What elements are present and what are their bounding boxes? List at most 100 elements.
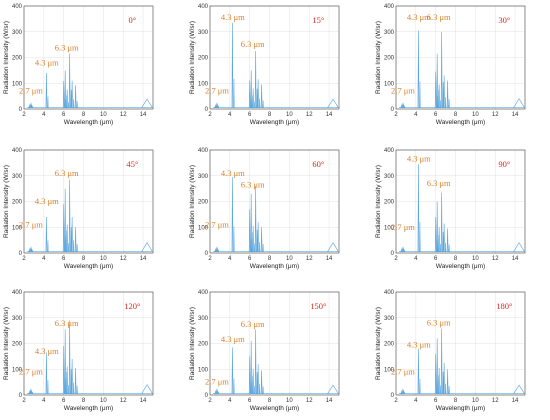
- subplot: 2 4 6 8 10 12 14 0 100 200 300 400 Wavelength (μm) Ra…: [189, 148, 340, 270]
- spectrum-peak-minor: [259, 384, 261, 394]
- spectrum-peak: [446, 228, 449, 252]
- angle-label: 0°: [129, 15, 137, 25]
- peak-annotation: 2.7 μm: [391, 366, 415, 376]
- peak-annotation: 4.3 μm: [221, 12, 245, 22]
- angle-label: 15°: [312, 15, 324, 25]
- x-tick-label: 2: [208, 112, 212, 118]
- y-axis-label: Radiation Intensity (W/sr): [3, 165, 10, 238]
- axes-frame: [23, 149, 154, 254]
- spectrum-peak: [254, 329, 257, 394]
- spectrum-peak-minor: [68, 385, 70, 394]
- y-axis-label: Radiation Intensity (W/sr): [3, 307, 10, 380]
- y-tick-label: 100: [198, 225, 209, 231]
- y-tick-label: 400: [198, 4, 209, 10]
- x-tick-label: 4: [42, 398, 46, 404]
- x-tick-label: 10: [286, 112, 293, 118]
- spectrum-peak: [436, 53, 438, 108]
- spectrum-peak: [66, 366, 68, 394]
- spectrum-peak: [257, 364, 259, 394]
- spectrum-peak-minor: [442, 81, 444, 108]
- spectrum-peak-minor: [70, 89, 72, 108]
- spectrum-peak: [434, 353, 437, 394]
- y-tick-label: 300: [198, 174, 209, 180]
- x-tick-label: 6: [434, 112, 438, 118]
- subplot: 2 4 6 8 10 12 14 0 100 200 300 400 Wavelength (μm) Ra…: [3, 4, 154, 126]
- axes-frame: [23, 5, 154, 110]
- x-tick-label: 2: [208, 256, 212, 262]
- peak-annotation: 2.7 μm: [19, 366, 43, 376]
- peak-annotation: 6.3 μm: [427, 317, 451, 327]
- x-tick-label: 14: [512, 112, 519, 118]
- angle-label: 180°: [496, 301, 512, 311]
- peak-annotation: 2.7 μm: [19, 219, 43, 229]
- y-tick-label: 200: [384, 342, 395, 348]
- subplot: 2 4 6 8 10 12 14 0 100 200 300 400 Wavelength (μm) Ra…: [3, 290, 154, 412]
- x-axis-label: Wavelength (μm): [64, 263, 113, 270]
- spectrum-peak: [417, 164, 420, 252]
- y-tick-label: 100: [198, 81, 209, 87]
- x-tick-label: 6: [434, 256, 438, 262]
- spectrum-peak: [248, 356, 251, 394]
- axes-frame: [395, 5, 526, 110]
- spectrum-peak: [443, 75, 445, 108]
- x-tick-label: 14: [140, 398, 147, 404]
- peak-annotation: 6.3 μm: [55, 318, 79, 328]
- spectrum-peak: [141, 242, 153, 252]
- x-tick-label: 4: [414, 398, 418, 404]
- x-tick-label: 8: [268, 112, 272, 118]
- spectrum-peak-minor: [47, 240, 49, 252]
- peak-annotation: 2.7 μm: [205, 377, 229, 387]
- x-tick-label: 10: [472, 112, 479, 118]
- x-tick-label: 8: [82, 256, 86, 262]
- spectrum-peak: [62, 204, 65, 252]
- spectrum-peak: [231, 22, 234, 108]
- axes-frame: [395, 149, 526, 254]
- x-tick-label: 14: [140, 256, 147, 262]
- peak-annotation: 2.7 μm: [205, 219, 229, 229]
- x-tick-label: 8: [268, 398, 272, 404]
- x-tick-label: 6: [434, 398, 438, 404]
- spectrum-peak: [327, 384, 339, 394]
- spectrum-peak: [68, 179, 71, 252]
- spectrum-peak-minor: [445, 97, 447, 108]
- spectrum-peak-minor: [259, 98, 261, 108]
- subplot: 2 4 6 8 10 12 14 0 100 200 300 400 Wavelength (μm) Ra…: [3, 148, 154, 270]
- subplot: 2 4 6 8 10 12 14 0 100 200 300 400 Wavelength (μm) Ra…: [375, 290, 526, 412]
- angle-label: 45°: [126, 159, 138, 169]
- spectrum-peak-minor: [262, 100, 264, 108]
- spectrum-peak-minor: [256, 229, 258, 252]
- x-tick-label: 8: [454, 112, 458, 118]
- spectrum-peak: [440, 31, 443, 108]
- x-tick-label: 8: [454, 398, 458, 404]
- x-tick-label: 10: [472, 256, 479, 262]
- spectrum-peak-minor: [419, 221, 421, 252]
- x-axis-label: Wavelength (μm): [250, 263, 299, 270]
- y-tick-label: 0: [391, 251, 395, 257]
- x-axis-label: Wavelength (μm): [250, 119, 299, 126]
- y-tick-label: 400: [384, 4, 395, 10]
- x-tick-label: 12: [120, 112, 127, 118]
- x-tick-label: 6: [248, 398, 252, 404]
- spectrum-peak: [252, 369, 254, 394]
- y-tick-label: 200: [12, 342, 23, 348]
- spectrum-peak: [64, 329, 66, 394]
- spectrum-peak-minor: [419, 81, 421, 108]
- x-tick-label: 10: [100, 398, 107, 404]
- x-tick-label: 4: [228, 398, 232, 404]
- x-tick-label: 6: [248, 256, 252, 262]
- spectrum-peak: [513, 384, 525, 394]
- peak-annotation: 6.3 μm: [241, 319, 265, 329]
- x-axis-label: Wavelength (μm): [250, 405, 299, 412]
- axes-frame: [209, 5, 340, 110]
- angle-label: 150°: [310, 301, 326, 311]
- y-tick-label: 100: [198, 367, 209, 373]
- peak-annotation: 4.3 μm: [35, 196, 59, 206]
- peak-annotation: 4.3 μm: [407, 154, 431, 164]
- y-tick-label: 200: [384, 200, 395, 206]
- spectrum-peak: [438, 227, 440, 252]
- peak-annotation: 6.3 μm: [55, 168, 79, 178]
- peak-annotation: 4.3 μm: [221, 334, 245, 344]
- spectrum-peak: [141, 98, 153, 108]
- spectrum-peak: [231, 347, 234, 394]
- spectrum-peak: [45, 352, 48, 394]
